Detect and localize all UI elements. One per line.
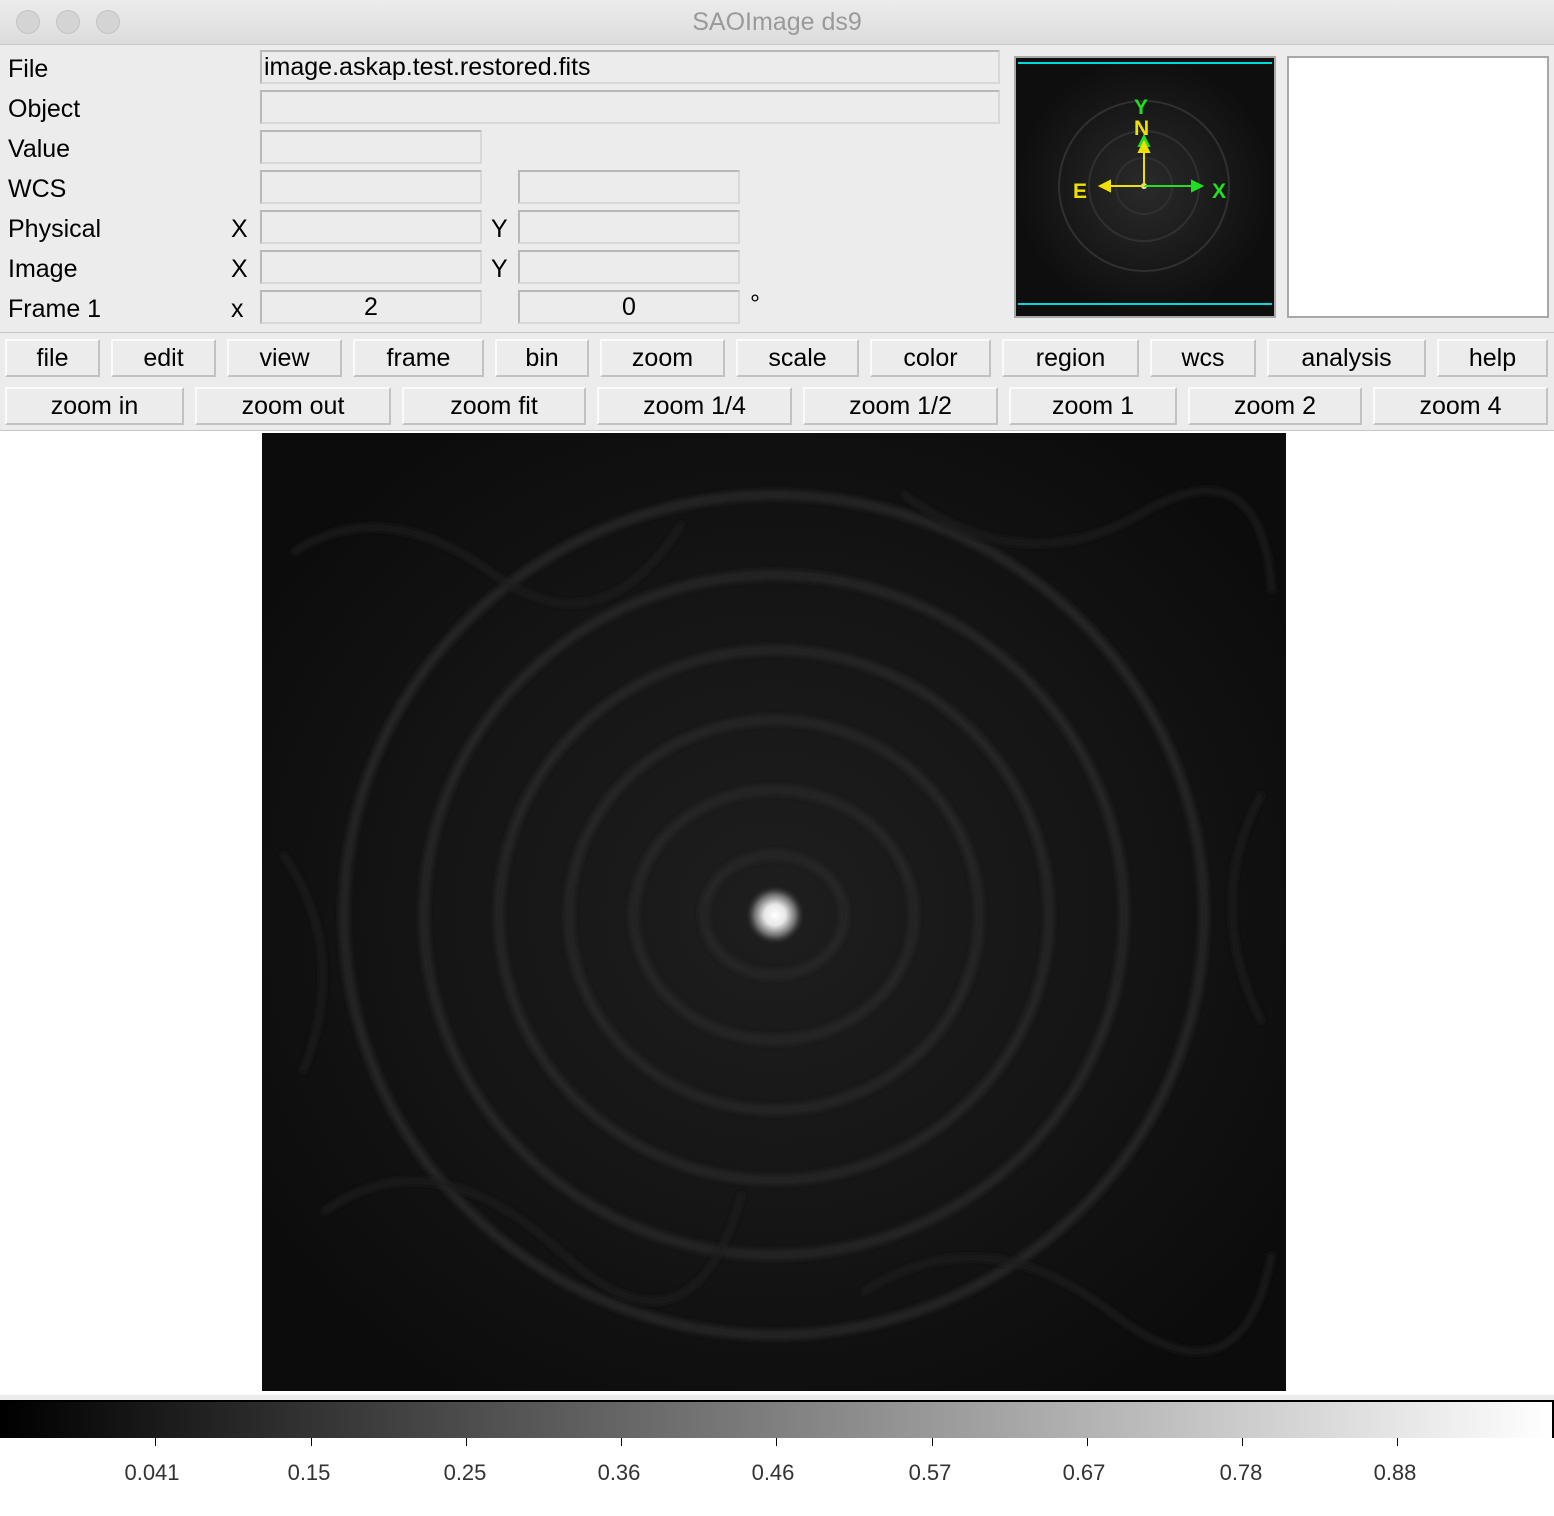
menu-color-button[interactable]: color <box>870 339 991 377</box>
zoom-1-button[interactable]: zoom 1 <box>1009 387 1177 425</box>
window-title: SAOImage ds9 <box>692 8 862 36</box>
frame-angle-field: 0 <box>518 290 740 324</box>
panner-y-label: Y <box>1134 96 1148 119</box>
frame-label: Frame 1 <box>8 295 102 323</box>
menu-analysis-button[interactable]: analysis <box>1267 339 1426 377</box>
colorbar-tick <box>1087 1438 1088 1446</box>
close-window-button[interactable] <box>16 10 40 34</box>
colorbar-tick-label: 0.15 <box>287 1460 331 1485</box>
panner-x-label: X <box>1212 180 1226 203</box>
colorbar-tick <box>466 1438 467 1446</box>
panner-north-label: N <box>1134 117 1149 140</box>
value-label: Value <box>8 135 71 163</box>
wcs-label: WCS <box>8 175 67 203</box>
menu-scale-button[interactable]: scale <box>736 339 859 377</box>
colorbar-tick-label: 0.67 <box>1062 1460 1106 1485</box>
colorbar-tick <box>1397 1438 1398 1446</box>
panner-view: X Y N E <box>1016 58 1274 316</box>
wcs-field-1 <box>260 170 482 204</box>
frame-zoom-axis-label: x <box>231 295 244 323</box>
image-frame[interactable] <box>262 433 1286 1391</box>
menu-frame-button[interactable]: frame <box>353 339 484 377</box>
image-y-axis-label: Y <box>491 255 508 283</box>
panel-separator <box>0 332 1554 333</box>
zoom-fit-button[interactable]: zoom fit <box>402 387 586 425</box>
zoom-half-button[interactable]: zoom 1/2 <box>803 387 998 425</box>
zoom-button-bar: zoom in zoom out zoom fit zoom 1/4 zoom … <box>0 381 1554 429</box>
frame-zoom-field: 2 <box>260 290 482 324</box>
magnifier <box>1287 56 1549 318</box>
colorbar-tick <box>1242 1438 1243 1446</box>
colorbar-tick-label: 0.88 <box>1373 1460 1417 1485</box>
menu-file-button[interactable]: file <box>5 339 100 377</box>
colorbar-tick-label: 0.25 <box>443 1460 487 1485</box>
sidelobe-rings <box>339 490 1209 1340</box>
colorbar-tick-label: 0.36 <box>597 1460 641 1485</box>
object-label: Object <box>8 95 81 123</box>
menu-zoom-button[interactable]: zoom <box>600 339 725 377</box>
physical-x-axis-label: X <box>231 215 248 243</box>
menu-button-bar: file edit view frame bin zoom scale colo… <box>0 333 1554 381</box>
image-y-field <box>518 250 740 284</box>
panner-east-label: E <box>1073 180 1087 203</box>
image-x-field <box>260 250 482 284</box>
toolbar-separator <box>0 430 1554 431</box>
zoom-2-button[interactable]: zoom 2 <box>1188 387 1362 425</box>
zoom-4-button[interactable]: zoom 4 <box>1373 387 1548 425</box>
colorbar-tick <box>776 1438 777 1446</box>
title-bar: SAOImage ds9 <box>0 0 1554 45</box>
colorbar-tick <box>155 1438 156 1446</box>
physical-y-field <box>518 210 740 244</box>
image-display-area[interactable] <box>0 431 1554 1395</box>
colorbar-tick-label: 0.46 <box>751 1460 795 1485</box>
colorbar[interactable] <box>0 1400 1554 1440</box>
menu-bin-button[interactable]: bin <box>495 339 589 377</box>
colorbar-tick-label: 0.041 <box>124 1460 180 1485</box>
file-label: File <box>8 55 49 83</box>
colorbar-tick-label: 0.78 <box>1219 1460 1263 1485</box>
menu-wcs-button[interactable]: wcs <box>1150 339 1256 377</box>
colorbar-tick <box>311 1438 312 1446</box>
file-field: image.askap.test.restored.fits <box>260 50 1000 84</box>
physical-label: Physical <box>8 215 102 243</box>
menu-view-button[interactable]: view <box>227 339 342 377</box>
menu-edit-button[interactable]: edit <box>111 339 216 377</box>
panner[interactable]: X Y N E <box>1014 56 1276 318</box>
image-label: Image <box>8 255 78 283</box>
colorbar-tick <box>932 1438 933 1446</box>
zoom-out-button[interactable]: zoom out <box>195 387 391 425</box>
colorbar-tick-label: 0.57 <box>908 1460 952 1485</box>
point-source <box>745 885 805 945</box>
image-x-axis-label: X <box>231 255 248 283</box>
wcs-field-2 <box>518 170 740 204</box>
zoom-quarter-button[interactable]: zoom 1/4 <box>597 387 792 425</box>
minimize-window-button[interactable] <box>56 10 80 34</box>
menu-region-button[interactable]: region <box>1002 339 1139 377</box>
zoom-window-button[interactable] <box>96 10 120 34</box>
noise-texture <box>279 487 1275 1355</box>
panner-compass <box>1097 139 1151 193</box>
value-field <box>260 130 482 164</box>
zoom-in-button[interactable]: zoom in <box>5 387 184 425</box>
fits-image <box>262 433 1286 1391</box>
colorbar-scale: 0.041 0.15 0.25 0.36 0.46 0.57 0.67 0.78… <box>0 1438 1554 1516</box>
menu-help-button[interactable]: help <box>1437 339 1548 377</box>
colorbar-tick <box>621 1438 622 1446</box>
degree-symbol: ° <box>750 290 760 318</box>
object-field <box>260 90 1000 124</box>
physical-x-field <box>260 210 482 244</box>
physical-y-axis-label: Y <box>491 215 508 243</box>
